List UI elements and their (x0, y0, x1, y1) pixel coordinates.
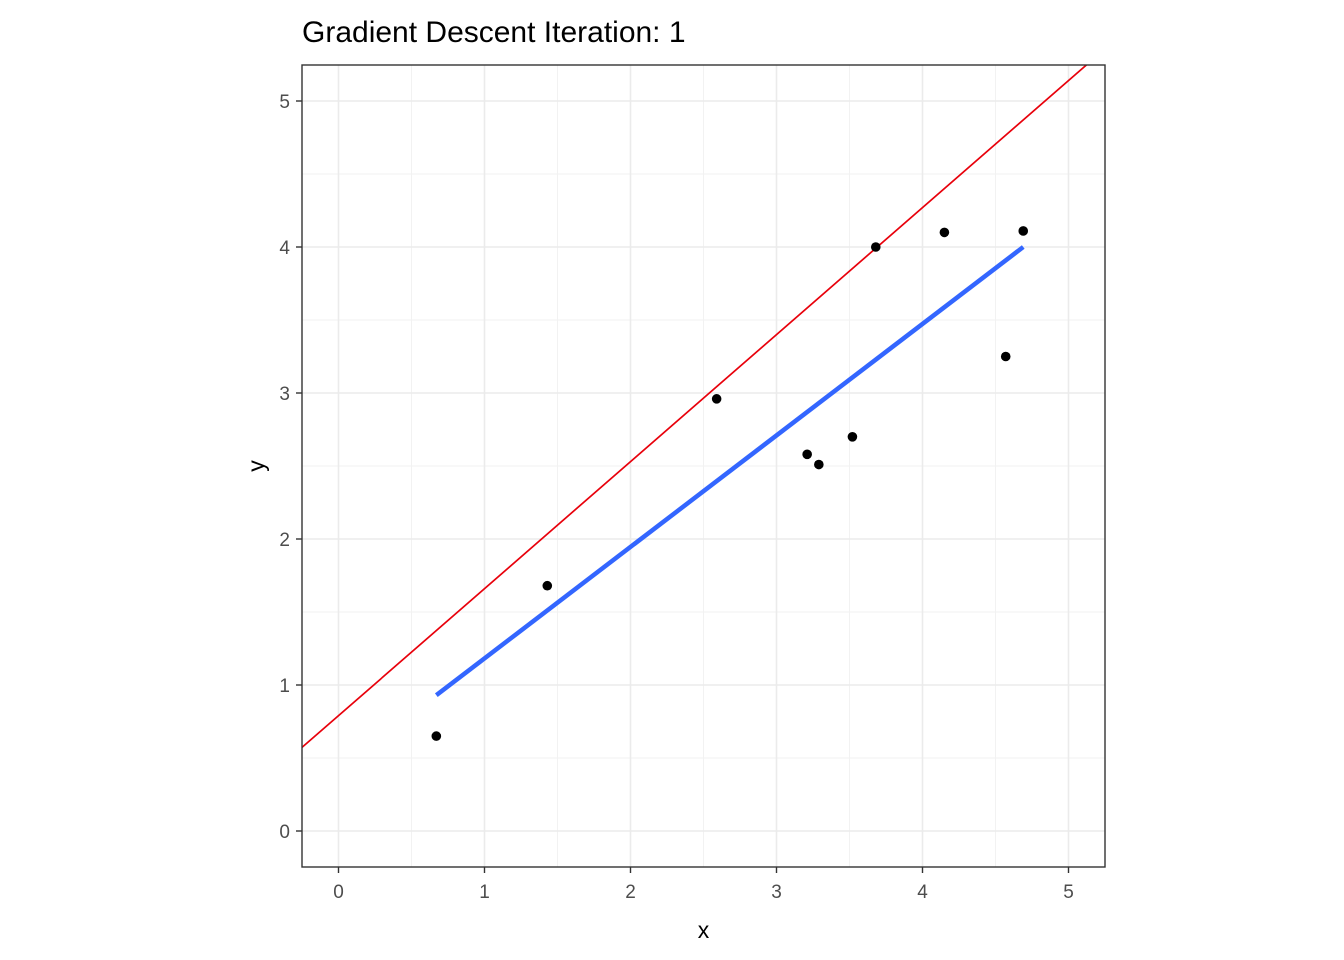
x-tick-label: 0 (333, 882, 344, 903)
data-point (814, 459, 824, 470)
data-point (939, 227, 950, 238)
data-points (431, 226, 1029, 741)
y-tick-label: 1 (279, 676, 290, 697)
x-axis-ticks: 0 1 2 3 4 5 (333, 867, 1074, 903)
x-tick-label: 5 (1063, 882, 1074, 903)
x-tick-label: 2 (625, 882, 636, 903)
x-tick-label: 4 (917, 882, 928, 903)
y-tick-label: 2 (279, 530, 290, 551)
x-axis-title: x (698, 917, 710, 943)
y-axis-ticks: 0 1 2 3 4 5 (279, 92, 302, 843)
major-grid-lines (302, 65, 1105, 867)
plot-panel-border (301, 64, 1106, 868)
y-tick-label: 3 (279, 384, 290, 405)
y-tick-label: 0 (279, 822, 290, 843)
y-tick-label: 4 (279, 238, 290, 259)
minor-grid-lines (302, 65, 1105, 867)
y-tick-label: 5 (279, 92, 290, 113)
data-point (542, 580, 553, 591)
data-point (431, 731, 442, 741)
data-point (1018, 226, 1029, 236)
data-point (1000, 351, 1011, 362)
x-tick-label: 1 (479, 882, 490, 903)
chart-title: Gradient Descent Iteration: 1 (302, 16, 686, 49)
data-point (711, 394, 722, 404)
y-axis-title: y (243, 460, 269, 472)
data-point (847, 432, 858, 442)
gradient-descent-line (302, 65, 1088, 749)
x-tick-label: 3 (771, 882, 782, 903)
regression-fit-line (434, 245, 1025, 698)
data-point (870, 242, 881, 252)
data-point (802, 449, 812, 460)
